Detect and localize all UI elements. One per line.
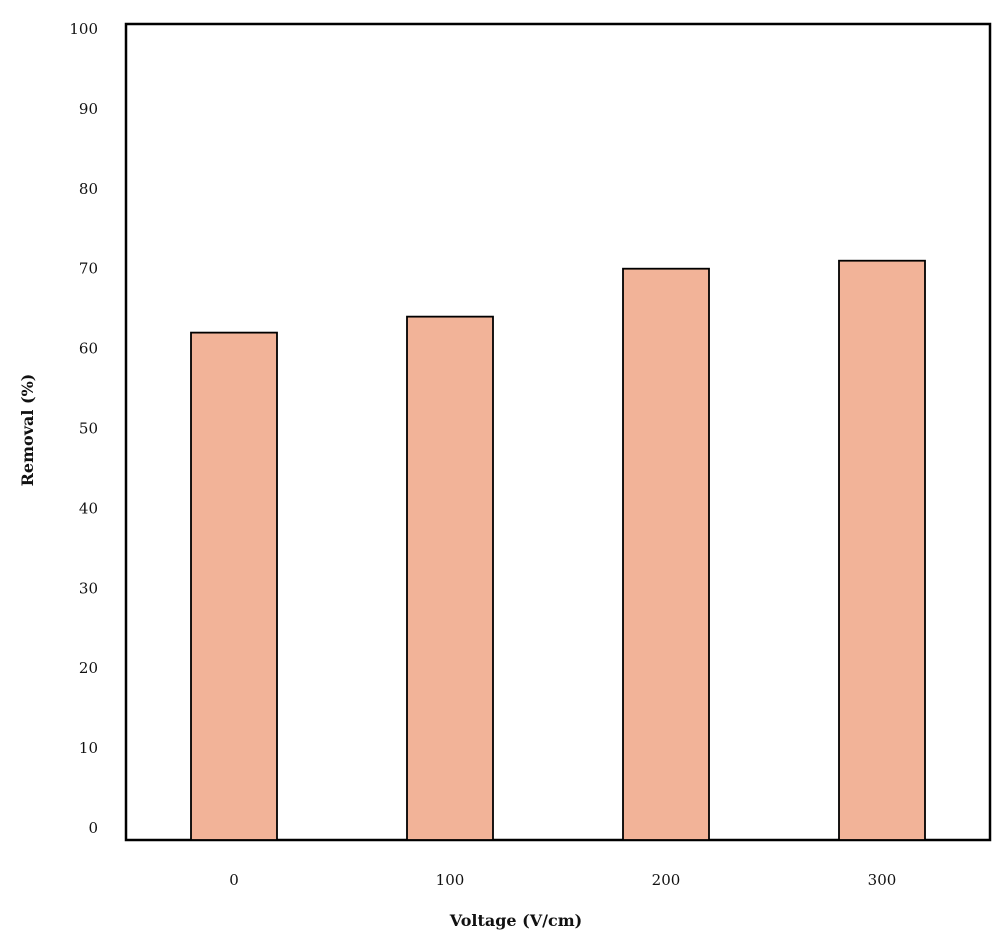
y-tick-label: 70 <box>79 260 98 278</box>
y-tick-label: 100 <box>69 20 98 38</box>
y-tick-label: 50 <box>79 420 98 438</box>
x-tick-label: 200 <box>652 871 681 889</box>
x-axis-ticks: 0 100 200 300 <box>229 871 896 889</box>
x-tick-label: 300 <box>868 871 897 889</box>
y-tick-label: 20 <box>79 659 98 677</box>
x-axis-title: Voltage (V/cm) <box>449 911 582 930</box>
y-tick-label: 0 <box>88 819 98 837</box>
bar-200 <box>622 267 710 841</box>
y-tick-label: 10 <box>79 739 98 757</box>
y-axis-ticks: 0 10 20 30 40 50 60 70 80 90 100 <box>69 20 98 837</box>
plot-area <box>124 22 992 842</box>
x-tick-label: 100 <box>436 871 465 889</box>
plot-frame <box>124 22 992 842</box>
x-tick-label: 0 <box>229 871 239 889</box>
y-tick-label: 80 <box>79 180 98 198</box>
bar-0 <box>190 331 278 841</box>
y-tick-label: 90 <box>79 100 98 118</box>
y-tick-label: 40 <box>79 499 98 517</box>
y-axis-title: Removal (%) <box>18 374 37 487</box>
y-tick-label: 30 <box>79 579 98 597</box>
bars <box>190 259 926 841</box>
bar-100 <box>406 315 494 841</box>
y-tick-label: 60 <box>79 340 98 358</box>
bar-300 <box>838 259 926 841</box>
